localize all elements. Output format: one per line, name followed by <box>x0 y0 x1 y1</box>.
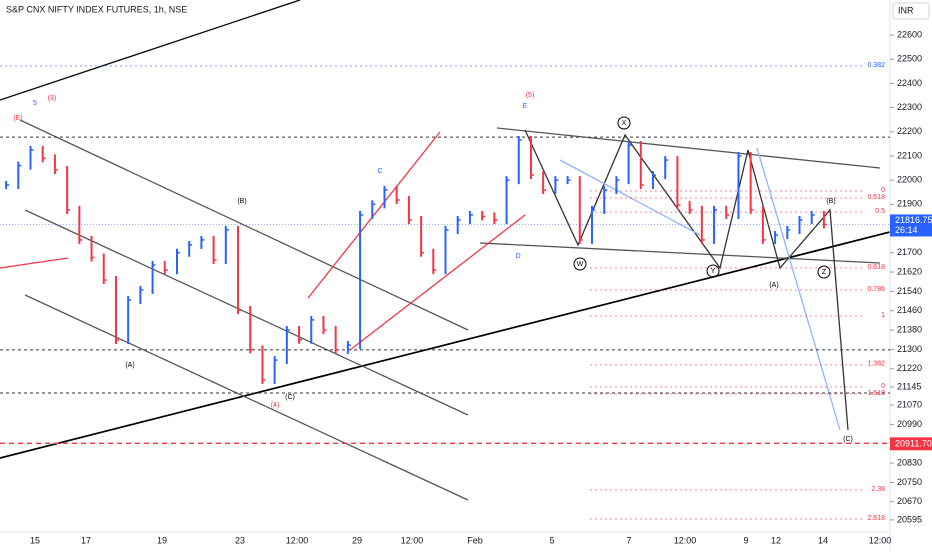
fib-label: 1.382 <box>867 361 885 368</box>
fib-label: 0 <box>881 383 885 390</box>
y-tick-label: 22500 <box>897 54 922 64</box>
x-tick-label: 12:00 <box>286 535 309 545</box>
countdown: 26:14 <box>895 225 918 235</box>
wave-label: (C) <box>843 436 853 443</box>
wave-label: (C) <box>285 394 295 401</box>
wave-label: (B) <box>826 198 835 205</box>
x-tick-label: 5 <box>549 535 554 545</box>
y-tick-label: 22600 <box>897 29 922 39</box>
y-tick-label: 20990 <box>897 419 922 429</box>
y-tick-label: 21540 <box>897 286 922 296</box>
x-tick-label: 23 <box>235 535 245 545</box>
fib-label: 0.5 <box>875 208 885 215</box>
y-tick-label: 20750 <box>897 477 922 487</box>
y-tick-label: 21380 <box>897 324 922 334</box>
y-tick-label: 22300 <box>897 102 922 112</box>
last-price-label: 21816.75 <box>895 215 932 225</box>
x-tick-label: 12:00 <box>674 535 697 545</box>
y-tick-label: 21460 <box>897 305 922 315</box>
wave-label: (A) <box>125 362 134 369</box>
wave-label: (4) <box>271 402 280 409</box>
wave-circle <box>573 257 587 271</box>
wave-label: C <box>377 168 382 175</box>
fib-label: 0.618 <box>867 264 885 271</box>
x-tick-label: 9 <box>743 535 748 545</box>
wave-label: Y <box>711 268 716 275</box>
drawings <box>0 0 891 501</box>
x-tick-label: 29 <box>352 535 362 545</box>
symbol-title: S&P CNX NIFTY INDEX FUTURES, 1h, NSE <box>6 4 187 14</box>
currency[interactable]: INR <box>898 5 914 15</box>
wave-label: (5) <box>526 92 535 99</box>
wave-label: 5 <box>33 100 37 107</box>
x-tick-label: 12:00 <box>869 535 892 545</box>
wave-label: (3) <box>48 95 57 102</box>
fib-label: 2.38 <box>871 486 885 493</box>
wave-label: E <box>523 103 528 110</box>
wave-label: D <box>515 253 520 260</box>
currency-box[interactable] <box>892 2 930 20</box>
target-label: 20911.70 <box>895 439 932 449</box>
x-tick-label: 12:00 <box>401 535 424 545</box>
y-tick-label: 20830 <box>897 457 922 467</box>
y-tick-label: 21700 <box>897 247 922 257</box>
y-tick-label: 22200 <box>897 126 922 136</box>
x-tick-label: 12 <box>771 535 781 545</box>
y-tick-label: 21900 <box>897 199 922 209</box>
wave-label: W <box>577 261 584 268</box>
y-tick-label: 21070 <box>897 399 922 409</box>
y-tick-label: 21620 <box>897 266 922 276</box>
last-price-box <box>890 214 932 237</box>
fib-label: 0 <box>881 187 885 194</box>
y-tick-label: 20670 <box>897 496 922 506</box>
fib-label: 1.618 <box>867 390 885 397</box>
y-tick-label: 22100 <box>897 150 922 160</box>
wave-label: (E) <box>13 115 22 122</box>
x-tick-label: Feb <box>467 535 483 545</box>
wave-label: (B) <box>237 198 246 205</box>
wave-label: X <box>622 120 627 127</box>
fib-label: 0.382 <box>867 62 885 69</box>
fib-label: 0.786 <box>867 286 885 293</box>
target-box <box>890 437 932 451</box>
wave-label: Z <box>822 269 827 276</box>
fib-label: 0.618 <box>867 194 885 201</box>
y-tick-label: 22000 <box>897 175 922 185</box>
wave-label: (A) <box>769 282 778 289</box>
wave-circle <box>617 116 631 130</box>
y-tick-label: 21220 <box>897 363 922 373</box>
x-tick-label: 14 <box>818 535 828 545</box>
y-tick-label: 20595 <box>897 514 922 524</box>
y-tick-label: 21145 <box>897 381 921 391</box>
x-tick-label: 7 <box>626 535 631 545</box>
fib-label: 1 <box>881 312 885 319</box>
x-tick-label: 19 <box>157 535 167 545</box>
wave-circle <box>706 264 720 278</box>
wave-circle <box>817 265 831 279</box>
x-tick-label: 17 <box>81 535 91 545</box>
fib-label: 2.618 <box>867 515 885 522</box>
x-tick-label: 15 <box>30 535 40 545</box>
y-tick-label: 22400 <box>897 78 922 88</box>
y-tick-label: 21300 <box>897 344 922 354</box>
